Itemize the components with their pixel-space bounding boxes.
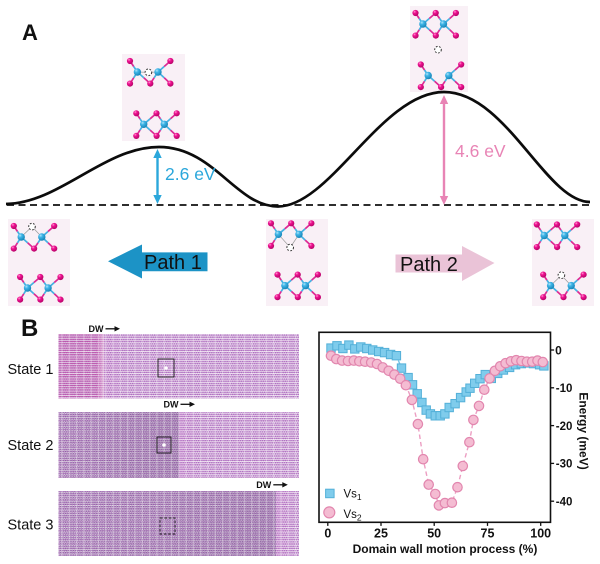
- svg-text:B: B: [21, 315, 38, 342]
- svg-text:2.6 eV: 2.6 eV: [165, 164, 216, 184]
- svg-text:State 3: State 3: [8, 518, 54, 534]
- svg-text:-20: -20: [556, 421, 573, 433]
- svg-text:75: 75: [481, 527, 495, 541]
- svg-text:State 1: State 1: [8, 362, 54, 378]
- svg-text:0: 0: [324, 527, 331, 541]
- svg-text:-30: -30: [556, 459, 573, 471]
- svg-text:DW: DW: [89, 324, 104, 334]
- svg-text:Path 1: Path 1: [144, 252, 202, 274]
- svg-text:50: 50: [427, 527, 441, 541]
- svg-text:Vs1: Vs1: [344, 489, 362, 503]
- svg-text:State 2: State 2: [8, 438, 54, 454]
- svg-text:25: 25: [374, 527, 388, 541]
- svg-text:Path 2: Path 2: [400, 254, 458, 276]
- svg-text:A: A: [22, 20, 38, 45]
- svg-text:DW: DW: [164, 400, 179, 410]
- svg-text:4.6 eV: 4.6 eV: [455, 141, 506, 161]
- svg-text:DW: DW: [256, 480, 271, 490]
- svg-text:-40: -40: [556, 496, 573, 508]
- svg-text:100: 100: [530, 527, 551, 541]
- svg-text:Vs2: Vs2: [344, 509, 362, 523]
- svg-text:Domain wall motion process (%): Domain wall motion process (%): [353, 542, 538, 556]
- svg-text:Energy (meV): Energy (meV): [577, 392, 591, 469]
- svg-text:0: 0: [555, 343, 562, 357]
- svg-text:-10: -10: [556, 383, 573, 395]
